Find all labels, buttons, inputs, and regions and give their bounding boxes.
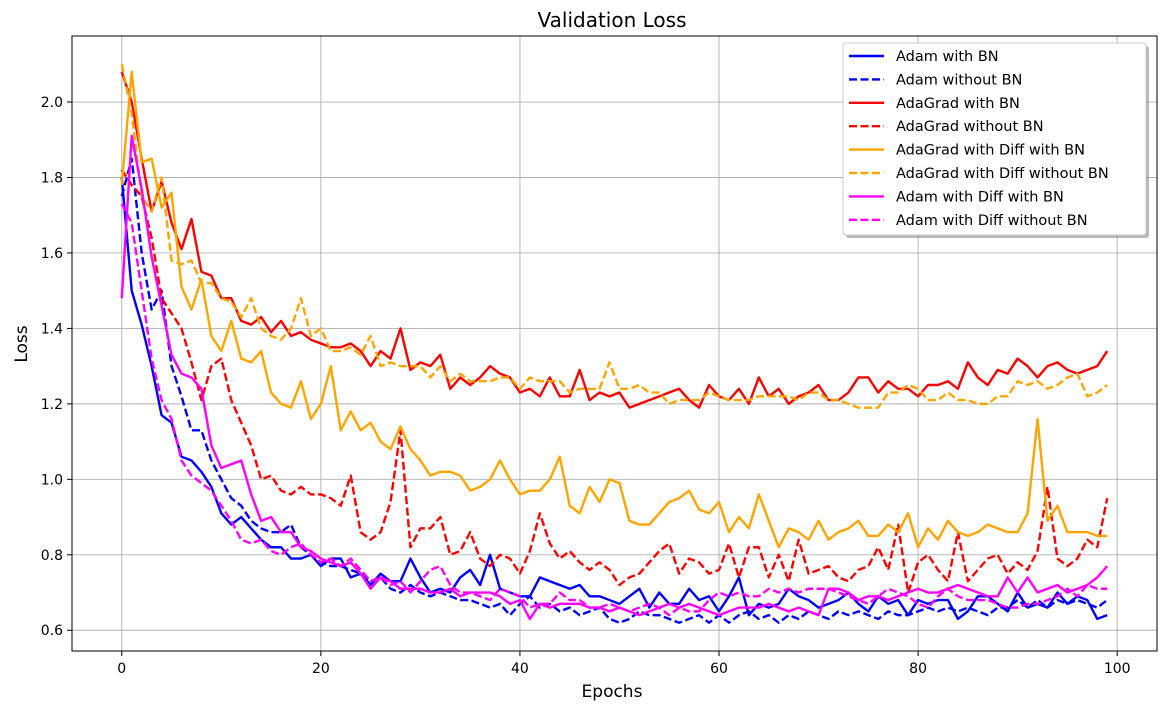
plot-area-frame xyxy=(71,35,1158,652)
y-tick-label: 0.6 xyxy=(41,623,63,639)
x-tick-label: 60 xyxy=(710,661,728,677)
y-tick-label: 1.2 xyxy=(41,397,63,413)
legend-label: Adam without BN xyxy=(896,72,1022,88)
legend-label: AdaGrad without BN xyxy=(896,119,1044,135)
y-axis-label: Loss xyxy=(12,325,32,362)
chart-title: Validation Loss xyxy=(538,8,687,32)
legend-label: Adam with BN xyxy=(896,49,999,65)
legend-label: AdaGrad with Diff without BN xyxy=(896,166,1109,182)
x-tick-label: 40 xyxy=(511,661,529,677)
legend-box xyxy=(842,42,1147,236)
axis-ticks: 0 20 40 60 80 100 0.6 0.8 1.0 1.2 1.4 1.6 1.8 2.0 xyxy=(41,95,1131,677)
legend-label: AdaGrad with Diff with BN xyxy=(896,143,1085,159)
series-line-3 xyxy=(120,169,1109,594)
x-tick-label: 20 xyxy=(312,661,330,677)
series-line-7 xyxy=(120,203,1108,617)
y-tick-label: 0.8 xyxy=(41,548,63,564)
series-line-5 xyxy=(120,64,1108,409)
series-line-2 xyxy=(120,71,1109,409)
x-axis-label: Epochs xyxy=(582,682,643,702)
legend: Adam with BN Adam without BN AdaGrad with … xyxy=(842,42,1149,238)
y-tick-label: 2.0 xyxy=(41,95,63,111)
series-line-6 xyxy=(120,134,1109,621)
y-tick-label: 1.8 xyxy=(41,170,63,186)
series-line-0 xyxy=(120,177,1108,621)
series-lines xyxy=(120,64,1109,624)
legend-label: AdaGrad with BN xyxy=(896,96,1020,112)
series-line-1 xyxy=(120,157,1108,624)
series-line-4 xyxy=(120,70,1108,549)
x-tick-label: 80 xyxy=(909,661,927,677)
y-tick-label: 1.0 xyxy=(41,472,63,488)
y-tick-label: 1.6 xyxy=(41,246,63,262)
y-tick-label: 1.4 xyxy=(41,321,63,337)
legend-label: Adam with Diff without BN xyxy=(896,213,1088,229)
x-tick-label: 0 xyxy=(117,661,126,677)
x-tick-label: 100 xyxy=(1104,661,1131,677)
legend-label: Adam with Diff with BN xyxy=(896,189,1064,205)
